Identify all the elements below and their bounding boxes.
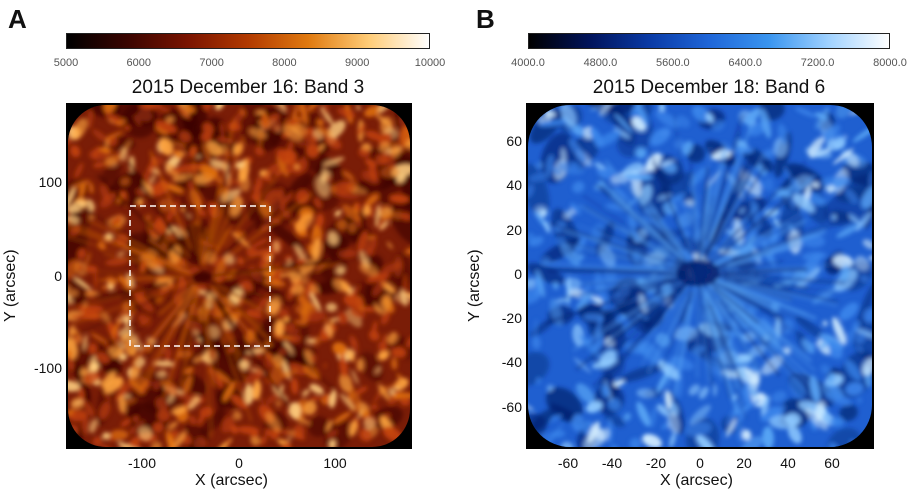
panel-b-y-tick: -60: [501, 399, 522, 415]
panel-b-y-tick: 60: [506, 133, 522, 149]
panel-a-colorbar-label: 10000: [414, 57, 446, 69]
panel-a-y-axis-title: Y (arcsec): [2, 249, 19, 322]
panel-a-title: 2015 December 16: Band 3: [131, 77, 365, 98]
panel-b-colorbar-label: 4800.0: [583, 57, 618, 69]
panel-a-y-tick: 100: [38, 174, 62, 190]
panel-b-x-tick: -60: [557, 455, 579, 471]
panel-a-y-tick: -100: [33, 360, 62, 376]
panel-b-y-axis-title: Y (arcsec): [466, 249, 483, 322]
panel-a-letter: A: [8, 4, 27, 34]
panel-b-x-tick: -20: [645, 455, 667, 471]
panel-b-colorbar-label: 6400.0: [728, 57, 763, 69]
panel-b-y-tick: 40: [506, 177, 522, 193]
panel-a-y-tick: 0: [54, 268, 62, 284]
panel-b-colorbar-label: 4000.0: [511, 57, 545, 69]
panel-b-x-tick: 0: [696, 455, 704, 471]
panel-b-colorbar: [528, 33, 890, 49]
panel-b-title: 2015 December 18: Band 6: [592, 77, 826, 98]
panel-b-y-tick: 20: [506, 222, 522, 238]
panel-b-colorbar-labels: 4000.0 4800.0 5600.0 6400.0 7200.0 8000.…: [511, 57, 907, 71]
panel-b-letter: B: [476, 4, 495, 34]
panel-a-x-tick: -100: [127, 455, 157, 471]
panel-b-y-tick: 0: [514, 266, 522, 282]
panel-a-zoom-box: [129, 205, 271, 347]
panel-b-image: [526, 103, 874, 449]
panel-a-colorbar-label: 5000: [53, 57, 79, 69]
panel-a-x-axis-title: X (arcsec): [195, 472, 268, 489]
panel-a-colorbar-label: 6000: [126, 57, 152, 69]
panel-b-colorbar-label: 7200.0: [800, 57, 835, 69]
panel-b-x-tick: 20: [736, 455, 752, 471]
panel-b-x-tick: 60: [824, 455, 840, 471]
panel-b-x-axis-title: X (arcsec): [660, 472, 733, 489]
panel-a-colorbar-label: 7000: [199, 57, 224, 69]
panel-a-x-tick: 100: [323, 455, 347, 471]
panel-a-colorbar-labels: 5000 6000 7000 8000 9000 10000: [54, 57, 446, 71]
panel-a-image: [66, 103, 412, 449]
panel-b-y-tick: -40: [501, 354, 522, 370]
panel-a-x-tick: 0: [235, 455, 243, 471]
panel-a-colorbar: [66, 33, 430, 49]
panel-b-y-tick: -20: [501, 310, 522, 326]
panel-b-colorbar-label: 5600.0: [655, 57, 690, 69]
panel-a-colorbar-label: 8000: [272, 57, 297, 69]
panel-b-colorbar-label: 8000.0: [873, 57, 907, 69]
panel-a-colorbar-label: 9000: [344, 57, 370, 69]
panel-b-x-tick: -40: [601, 455, 623, 471]
panel-b-x-tick: 40: [780, 455, 796, 471]
